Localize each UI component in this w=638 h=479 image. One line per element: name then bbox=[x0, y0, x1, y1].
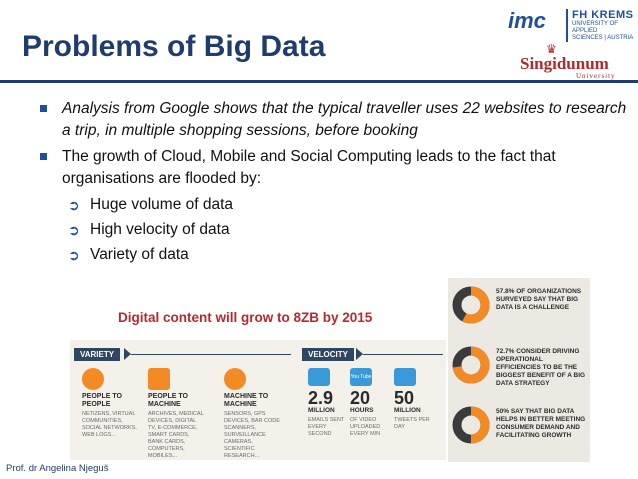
singidunum-logo-text: Singidunum bbox=[520, 54, 609, 73]
imc-fh-krems-logo: imc FH KREMS UNIVERSITY OF APPLIED SCIEN… bbox=[508, 6, 634, 42]
variety-tag: VARIETY bbox=[74, 348, 121, 361]
donut-arc bbox=[452, 346, 490, 384]
velocity-number: 2.9 bbox=[308, 388, 334, 408]
velocity-video: You Tube 20 HOURS OF VIDEO UPLOADED EVER… bbox=[350, 368, 388, 438]
slide-title: Problems of Big Data bbox=[22, 30, 326, 63]
stat-text: 57.8% OF ORGANIZATIONS SURVEYED SAY THAT… bbox=[496, 288, 582, 311]
velocity-unit: MILLION bbox=[308, 407, 335, 414]
infographic-caption: Digital content will grow to 8ZB by 2015 bbox=[118, 310, 373, 325]
bullet-text: Analysis from Google shows that the typi… bbox=[62, 100, 627, 139]
footer-author: Prof. dr Angelina Njeguš bbox=[6, 463, 109, 474]
singidunum-university-text: University bbox=[576, 72, 616, 80]
big-data-stats-panel: 57.8% OF ORGANIZATIONS SURVEYED SAY THAT… bbox=[448, 278, 590, 462]
gear-icon bbox=[224, 368, 246, 390]
folder-icon bbox=[148, 368, 170, 390]
bullet-item: The growth of Cloud, Mobile and Social C… bbox=[40, 146, 630, 190]
title-divider bbox=[0, 80, 638, 83]
variety-title: PEOPLE TO PEOPLE bbox=[82, 393, 122, 408]
velocity-unit: MILLION bbox=[394, 407, 421, 414]
sub-bullet-text: Huge volume of data bbox=[90, 196, 234, 213]
variety-description: SENSORS, GPS DEVICES, BAR CODE SCANNERS,… bbox=[224, 411, 280, 459]
sub-bullet-item: ➲ Variety of data bbox=[40, 244, 630, 266]
stat-text: 72.7% CONSIDER DRIVING OPERATIONAL EFFIC… bbox=[496, 348, 586, 387]
singidunum-logo: ♛ Singidunum University bbox=[520, 42, 632, 80]
velocity-tag-arrow bbox=[356, 348, 363, 360]
fh-krems-subtitle-2: SCIENCES | AUSTRIA bbox=[572, 35, 634, 41]
variety-velocity-infographic: VARIETY VELOCITY PEOPLE TO PEOPLE NETIZE… bbox=[70, 340, 446, 460]
variety-people-to-people: PEOPLE TO PEOPLE NETIZENS, VIRTUAL COMMU… bbox=[82, 368, 138, 439]
velocity-tweets: 50 MILLION TWEETS PER DAY bbox=[394, 368, 434, 431]
variety-people-to-machine: PEOPLE TO MACHINE ARCHIVES, MEDICAL DEVI… bbox=[148, 368, 204, 460]
imc-logo-text: imc bbox=[508, 8, 546, 33]
square-bullet-icon bbox=[40, 105, 47, 112]
envelope-icon bbox=[308, 368, 330, 386]
variety-title: MACHINE TO MACHINE bbox=[224, 393, 269, 408]
variety-title: PEOPLE TO MACHINE bbox=[148, 393, 188, 408]
sub-bullet-item: ➲ High velocity of data bbox=[40, 219, 630, 241]
velocity-number: 20 bbox=[350, 388, 371, 408]
variety-machine-to-machine: MACHINE TO MACHINE SENSORS, GPS DEVICES,… bbox=[224, 368, 280, 460]
variety-tag-arrow bbox=[124, 348, 131, 360]
sub-bullet-item: ➲ Huge volume of data bbox=[40, 194, 630, 216]
variety-description: ARCHIVES, MEDICAL DEVICES, DIGITAL TV, E… bbox=[148, 411, 204, 459]
fh-krems-subtitle-1: UNIVERSITY OF APPLIED bbox=[572, 21, 618, 34]
fh-krems-block: FH KREMS UNIVERSITY OF APPLIED SCIENCES … bbox=[566, 9, 634, 42]
velocity-description: TWEETS PER DAY bbox=[394, 417, 430, 430]
velocity-description: OF VIDEO UPLOADED EVERY MIN bbox=[350, 417, 381, 437]
variety-description: NETIZENS, VIRTUAL COMMUNITIES, SOCIAL NE… bbox=[82, 411, 137, 438]
bullet-item: Analysis from Google shows that the typi… bbox=[40, 98, 630, 142]
velocity-unit: HOURS bbox=[350, 407, 374, 414]
bullet-list: Analysis from Google shows that the typi… bbox=[40, 98, 630, 266]
singidunum-emblem-icon: ♛ bbox=[546, 42, 557, 56]
velocity-tag-line bbox=[363, 354, 443, 355]
donut-chart-icon bbox=[452, 286, 490, 324]
person-icon bbox=[82, 368, 104, 390]
donut-chart-icon bbox=[452, 346, 490, 384]
youtube-icon: You Tube bbox=[350, 368, 372, 386]
donut-chart-icon bbox=[452, 406, 490, 444]
bullet-text: The growth of Cloud, Mobile and Social C… bbox=[62, 148, 556, 187]
velocity-description: EMAILS SENT EVERY SECOND bbox=[308, 417, 345, 437]
fh-krems-name: FH KREMS bbox=[572, 9, 634, 21]
velocity-emails: 2.9 MILLION EMAILS SENT EVERY SECOND bbox=[308, 368, 346, 438]
donut-arc bbox=[452, 406, 490, 444]
arrow-bullet-icon: ➲ bbox=[68, 197, 80, 213]
stat-item: 50% SAY THAT BIG DATA HELPS IN BETTER ME… bbox=[452, 400, 590, 456]
stat-item: 57.8% OF ORGANIZATIONS SURVEYED SAY THAT… bbox=[452, 280, 590, 336]
sub-bullet-text: High velocity of data bbox=[90, 221, 230, 238]
velocity-tag: VELOCITY bbox=[302, 348, 355, 361]
sub-bullet-text: Variety of data bbox=[90, 246, 189, 263]
stat-item: 72.7% CONSIDER DRIVING OPERATIONAL EFFIC… bbox=[452, 340, 590, 396]
velocity-number: 50 bbox=[394, 388, 415, 408]
twitter-bird-icon bbox=[394, 368, 416, 386]
square-bullet-icon bbox=[40, 153, 47, 160]
arrow-bullet-icon: ➲ bbox=[68, 247, 80, 263]
arrow-bullet-icon: ➲ bbox=[68, 222, 80, 238]
stat-text: 50% SAY THAT BIG DATA HELPS IN BETTER ME… bbox=[496, 408, 586, 439]
variety-tag-line bbox=[131, 354, 291, 355]
donut-arc bbox=[452, 286, 490, 324]
